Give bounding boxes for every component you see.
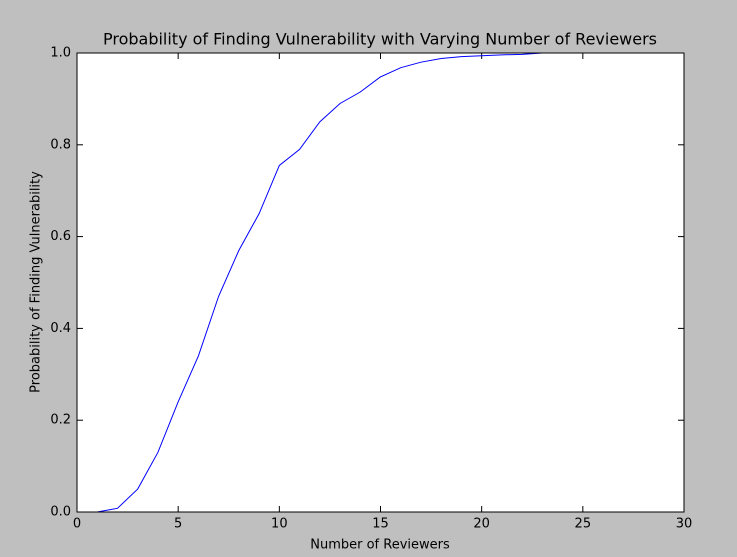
x-tick-label: 30 — [676, 517, 693, 532]
x-tick-label: 20 — [473, 517, 490, 532]
y-tick-label: 0.8 — [50, 137, 71, 152]
y-tick-label: 0.6 — [50, 229, 71, 244]
y-axis-label: Probability of Finding Vulnerability — [29, 171, 44, 393]
plot-frame — [76, 52, 685, 513]
plot-area — [77, 53, 684, 512]
y-tick-label: 1.0 — [50, 46, 71, 61]
x-tick-label: 5 — [174, 517, 182, 532]
y-tick-label: 0.0 — [50, 505, 71, 520]
x-tick-label: 25 — [575, 517, 592, 532]
y-tick-label: 0.2 — [50, 413, 71, 428]
x-tick-label: 15 — [372, 517, 389, 532]
line — [97, 52, 543, 513]
x-tick-label: 0 — [73, 517, 81, 532]
x-tick-label: 10 — [271, 517, 288, 532]
chart-title: Probability of Finding Vulnerability wit… — [103, 30, 657, 49]
x-axis-label: Number of Reviewers — [310, 538, 450, 553]
y-tick-label: 0.4 — [50, 321, 71, 336]
